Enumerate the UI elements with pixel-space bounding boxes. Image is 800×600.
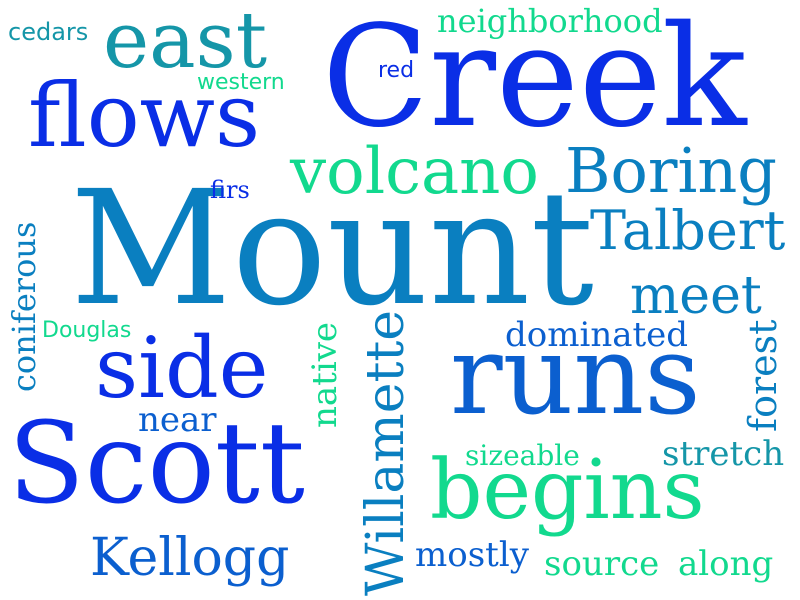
word-creek: Creek xyxy=(322,0,747,159)
word-along: along xyxy=(678,544,774,584)
word-mostly: mostly xyxy=(415,535,529,575)
word-volcano: volcano xyxy=(290,135,539,209)
word-cedars: cedars xyxy=(8,18,89,46)
word-flows: flows xyxy=(28,64,261,167)
word-western: western xyxy=(197,70,285,95)
word-talbert: Talbert xyxy=(590,199,786,262)
word-mount: Mount xyxy=(70,157,594,341)
word-native: native xyxy=(305,321,345,428)
word-runs: runs xyxy=(450,311,701,439)
word-dominated: dominated xyxy=(505,315,689,355)
word-near: near xyxy=(138,400,217,440)
word-east: east xyxy=(103,0,268,86)
word-coniferous: coniferous xyxy=(5,221,43,392)
word-meet: meet xyxy=(630,266,762,326)
word-neighborhood: neighborhood xyxy=(437,2,663,40)
word-side: side xyxy=(95,319,269,417)
word-scott: Scott xyxy=(8,399,305,529)
word-firs: firs xyxy=(210,176,250,204)
word-boring: Boring xyxy=(565,134,777,207)
word-stretch: stretch xyxy=(662,434,785,474)
word-sizeable: sizeable xyxy=(465,439,580,472)
word-red: red xyxy=(378,58,415,83)
word-willamette: Willamette xyxy=(356,309,416,596)
word-source: source xyxy=(544,544,660,584)
word-begins: begins xyxy=(430,443,705,538)
word-forest: forest xyxy=(741,319,785,432)
word-kellogg: Kellogg xyxy=(90,528,290,588)
word-douglas: Douglas xyxy=(42,318,132,343)
